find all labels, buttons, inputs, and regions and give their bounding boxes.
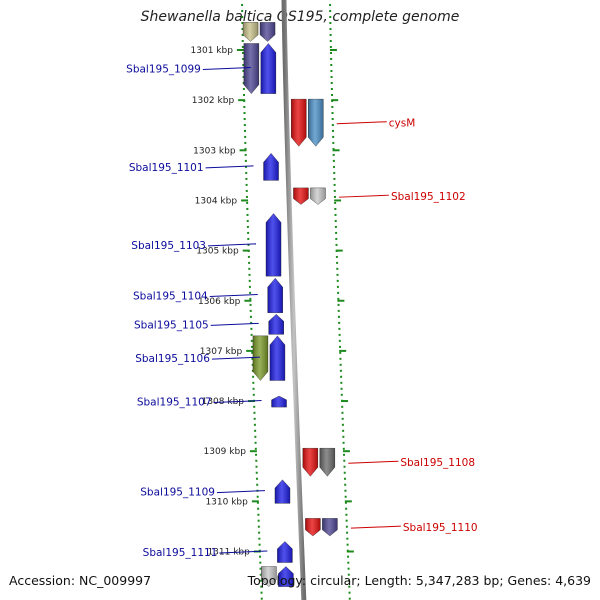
scale-label: 1305 kbp: [196, 247, 239, 257]
sbal195-1109-arrow[interactable]: [274, 479, 291, 504]
sbal195-1101-arrow[interactable]: [263, 152, 279, 181]
gene-label[interactable]: Sbal195_1106: [135, 353, 210, 365]
gene-label[interactable]: Sbal195_1104: [133, 290, 208, 302]
gene-label-leader: [210, 322, 259, 326]
scale-label: 1307 kbp: [200, 347, 243, 357]
scale-label: 1306 kbp: [198, 297, 241, 307]
gene-label[interactable]: Sbal195_1101: [129, 162, 204, 174]
gene-label-leader: [350, 525, 401, 529]
gene-label-leader: [211, 356, 260, 360]
sbal195-1103-arrow[interactable]: [265, 213, 282, 277]
unlabeled-gene-5-arrow[interactable]: [308, 98, 324, 147]
sbal195-1104-arrow[interactable]: [267, 277, 283, 313]
sbal195-1110-arrow[interactable]: [305, 518, 321, 537]
gene-label-leader: [216, 490, 265, 494]
sbal195-1105-arrow[interactable]: [268, 314, 284, 335]
scale-label: 1304 kbp: [195, 196, 238, 206]
gene-label[interactable]: Sbal195_1107: [137, 397, 212, 409]
genome-summary-text: Topology: circular; Length: 5,347,283 bp…: [247, 573, 591, 588]
sbal195-1107-arrow[interactable]: [271, 395, 287, 408]
unlabeled-gene-2-arrow[interactable]: [243, 43, 260, 94]
cysm-arrow[interactable]: [291, 98, 307, 147]
sbal195-1106-arrow[interactable]: [269, 335, 286, 381]
scale-label: 1303 kbp: [193, 146, 236, 156]
scale-label: 1309 kbp: [204, 447, 247, 457]
gene-label-leader: [348, 460, 399, 464]
gene-label[interactable]: Sbal195_1099: [126, 64, 201, 76]
unlabeled-gene-21-arrow[interactable]: [261, 566, 277, 587]
sbal195-1099-arrow[interactable]: [260, 43, 277, 94]
gene-label[interactable]: Sbal195_1108: [400, 457, 475, 469]
gene-label-leader: [338, 194, 389, 198]
gene-label-leader: [202, 67, 251, 71]
unlabeled-gene-16-arrow[interactable]: [319, 447, 336, 477]
unlabeled-gene-1-arrow[interactable]: [259, 22, 276, 42]
unlabeled-gene-0-arrow[interactable]: [242, 22, 259, 42]
unlabeled-gene-22-arrow[interactable]: [278, 566, 294, 587]
gene-label[interactable]: Sbal195_1103: [131, 240, 206, 252]
gene-label[interactable]: Sbal195_1102: [391, 191, 466, 203]
gene-label-leader: [219, 550, 268, 554]
gene-label-leader: [213, 400, 262, 404]
gene-label-leader: [336, 121, 387, 125]
unlabeled-gene-8-arrow[interactable]: [310, 187, 326, 205]
gene-label[interactable]: Sbal195_1111: [143, 547, 218, 559]
scale-label: 1302 kbp: [192, 96, 235, 106]
unlabeled-gene-12-arrow[interactable]: [252, 335, 269, 381]
gene-label-leader: [205, 165, 254, 169]
genome-backbone: [281, 0, 307, 600]
scale-label: 1301 kbp: [191, 46, 234, 56]
map-title: Shewanella baltica OS195, complete genom…: [140, 9, 460, 25]
accession-text: Accession: NC_009997: [9, 573, 152, 588]
gene-label-leader: [207, 243, 257, 247]
unlabeled-gene-19-arrow[interactable]: [322, 518, 338, 537]
gene-label[interactable]: Sbal195_1110: [403, 522, 478, 534]
sbal195-1111-arrow[interactable]: [277, 541, 293, 563]
sbal195-1102-arrow[interactable]: [293, 187, 309, 205]
right-track-guide: [329, 0, 351, 600]
gene-label[interactable]: Sbal195_1109: [140, 487, 215, 499]
gene-label-leader: [209, 293, 258, 297]
gene-label[interactable]: cysM: [389, 118, 416, 130]
sbal195-1108-arrow[interactable]: [302, 447, 319, 477]
left-track-guide: [241, 0, 263, 600]
gene-label[interactable]: Sbal195_1105: [134, 319, 209, 331]
scale-label: 1310 kbp: [205, 497, 248, 507]
